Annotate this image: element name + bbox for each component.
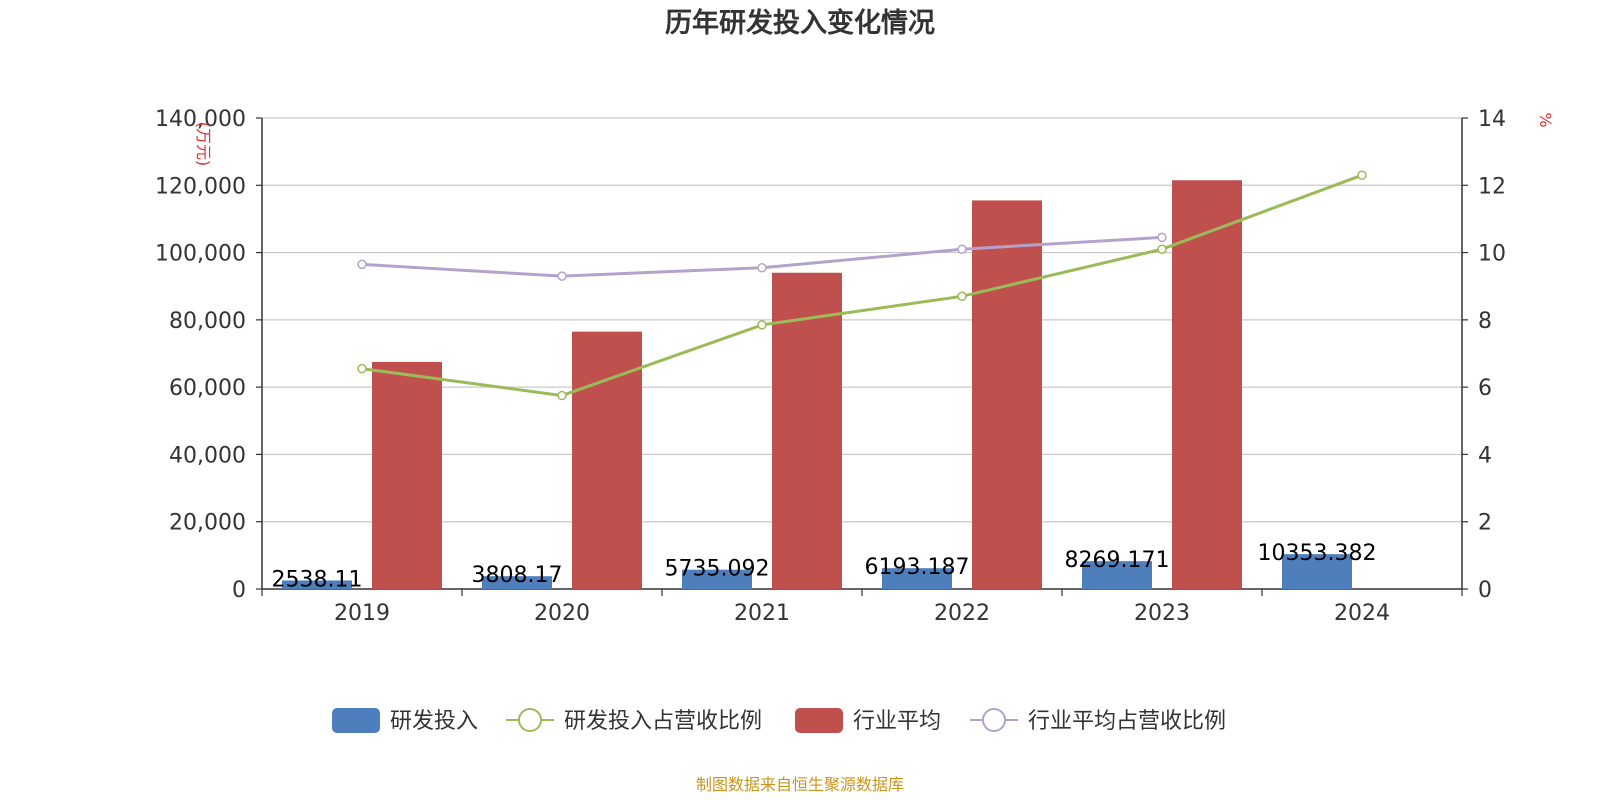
y-right-tick-label: 12 (1478, 174, 1506, 199)
y-right-tick-label: 2 (1478, 511, 1492, 536)
legend-swatch-bar (332, 708, 380, 733)
y-right-tick-label: 4 (1478, 443, 1492, 468)
y-left-tick-label: 40,000 (169, 443, 246, 468)
bar-industry-average (772, 272, 842, 589)
y-left-unit: (万元) (194, 122, 213, 167)
line-rd-ratio-point (557, 390, 567, 401)
data-label: 5735.092 (665, 557, 770, 582)
bars (282, 180, 1352, 590)
line-rd-ratio-point (757, 320, 767, 330)
line-rd-ratio-point (357, 363, 367, 374)
y-left-tick-label: 20,000 (169, 511, 246, 536)
y-right-tick-label: 0 (1478, 578, 1492, 603)
legend: 研发投入 研发投入占营收比例 行业平均 行业平均占营收比例 (332, 708, 1226, 734)
data-label: 6193.187 (865, 555, 970, 580)
line-rd-ratio-point (1157, 244, 1167, 254)
legend-label: 研发投入 (390, 709, 478, 734)
lines (357, 170, 1367, 401)
legend-swatch-marker (518, 708, 542, 732)
line-industry-ratio-point (557, 271, 567, 281)
bar-rd-investment (1082, 561, 1152, 589)
data-label: 10353.382 (1258, 541, 1377, 566)
y-right-tick-label: 14 (1478, 107, 1506, 132)
legend-label: 行业平均占营收比例 (1028, 709, 1226, 734)
x-tick-label: 2022 (934, 601, 990, 626)
line-rd-ratio (361, 173, 1363, 398)
data-label: 2538.11 (272, 567, 363, 592)
legend-label: 行业平均 (853, 709, 941, 734)
grid-lines (262, 117, 1462, 523)
bar-rd-investment (882, 568, 952, 589)
x-tick-label: 2020 (534, 601, 590, 626)
line-rd-ratio-point (1357, 170, 1367, 180)
x-tick-label: 2019 (334, 601, 390, 626)
y-left-tick-label: 60,000 (169, 376, 246, 401)
y-left-tick-label: 140,000 (155, 107, 246, 132)
legend-label: 研发投入占营收比例 (564, 709, 762, 734)
legend-swatch-bar (795, 708, 843, 733)
x-tick-label: 2021 (734, 601, 790, 626)
line-rd-ratio-point (957, 291, 967, 302)
data-source: 制图数据来自恒生聚源数据库 (696, 775, 904, 794)
bar-rd-investment (682, 569, 752, 589)
y-left-tick-label: 0 (232, 578, 246, 603)
line-industry-ratio-point (957, 244, 967, 254)
bar-industry-average (972, 200, 1042, 590)
axes: 0 20,000 40,000 60,000 80,000 100,000 120,000 1… (155, 107, 1506, 626)
y-right-tick-label: 8 (1478, 309, 1492, 334)
bar-rd-investment (482, 576, 552, 589)
bar-industry-average (572, 331, 642, 589)
y-left-tick-label: 100,000 (155, 242, 246, 267)
legend-swatch-marker (982, 708, 1006, 732)
line-industry-ratio-point (757, 262, 767, 273)
y-left-tick-label: 120,000 (155, 174, 246, 199)
bar-rd-investment (282, 580, 352, 589)
y-right-tick-label: 10 (1478, 242, 1506, 267)
line-industry-ratio-point (357, 259, 367, 270)
x-tick-label: 2024 (1334, 601, 1390, 626)
data-label: 8269.171 (1065, 548, 1170, 573)
bar-rd-investment (1282, 554, 1352, 589)
x-tick-label: 2023 (1134, 601, 1190, 626)
data-label: 3808.17 (472, 563, 563, 588)
chart-title: 历年研发投入变化情况 (665, 7, 935, 39)
bar-industry-average (1172, 180, 1242, 589)
y-right-tick-label: 6 (1478, 376, 1492, 401)
data-labels: 2538.11 3808.17 5735.092 6193.187 8269.171 10… (272, 541, 1377, 592)
line-industry-ratio-point (1157, 232, 1167, 243)
bar-industry-average (372, 361, 442, 589)
y-left-tick-label: 80,000 (169, 309, 246, 334)
y-right-unit: % (1536, 112, 1555, 127)
